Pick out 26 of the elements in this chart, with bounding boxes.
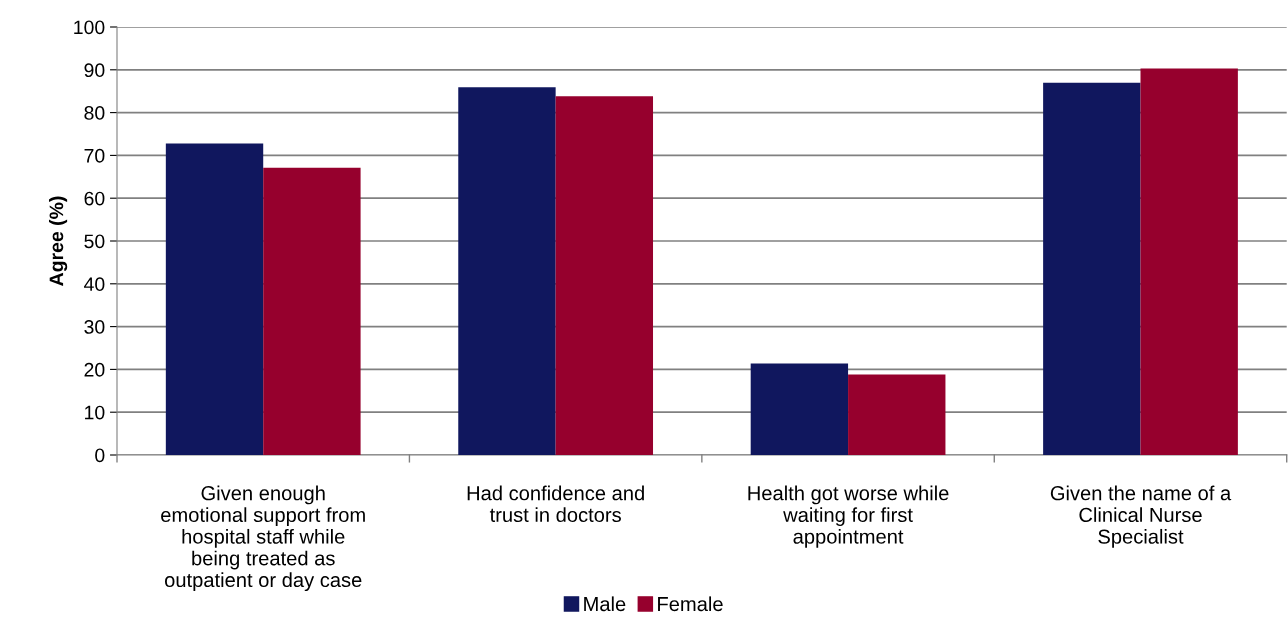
- bar: [263, 167, 361, 455]
- bar: [458, 87, 556, 455]
- y-tick-label: 60: [84, 191, 105, 206]
- y-tick-label: 0: [95, 448, 105, 463]
- x-tick-label: Health got worse while waiting for first appointment: [748, 485, 949, 548]
- bar: [555, 96, 654, 455]
- x-tick-label: Given enough emotional support from hospital staff while being treated as outpatient or day case: [161, 485, 365, 592]
- y-tick-label: 90: [84, 63, 105, 78]
- y-tick-label: 40: [84, 277, 105, 292]
- y-tick-label: 10: [85, 405, 105, 420]
- x-tick-label: Had confidence and trust in doctors: [467, 485, 644, 523]
- legend-label: Male: [584, 596, 626, 612]
- y-tick-label: 70: [84, 148, 105, 163]
- y-tick-label: 80: [84, 106, 105, 120]
- bar: [750, 363, 849, 455]
- y-tick-label: 30: [84, 320, 105, 334]
- y-tick-label: 20: [84, 362, 105, 377]
- bar: [1043, 82, 1141, 455]
- y-tick-label: 100: [74, 20, 105, 35]
- y-axis-title: Agree (%): [48, 196, 68, 286]
- bar: [1140, 68, 1238, 455]
- y-tick-label: 50: [84, 234, 105, 249]
- x-tick-label: Given the name of a Clinical Nurse Specialist: [1050, 485, 1232, 548]
- legend-label: Female: [658, 596, 723, 612]
- bar: [848, 374, 946, 455]
- bar: [165, 143, 264, 455]
